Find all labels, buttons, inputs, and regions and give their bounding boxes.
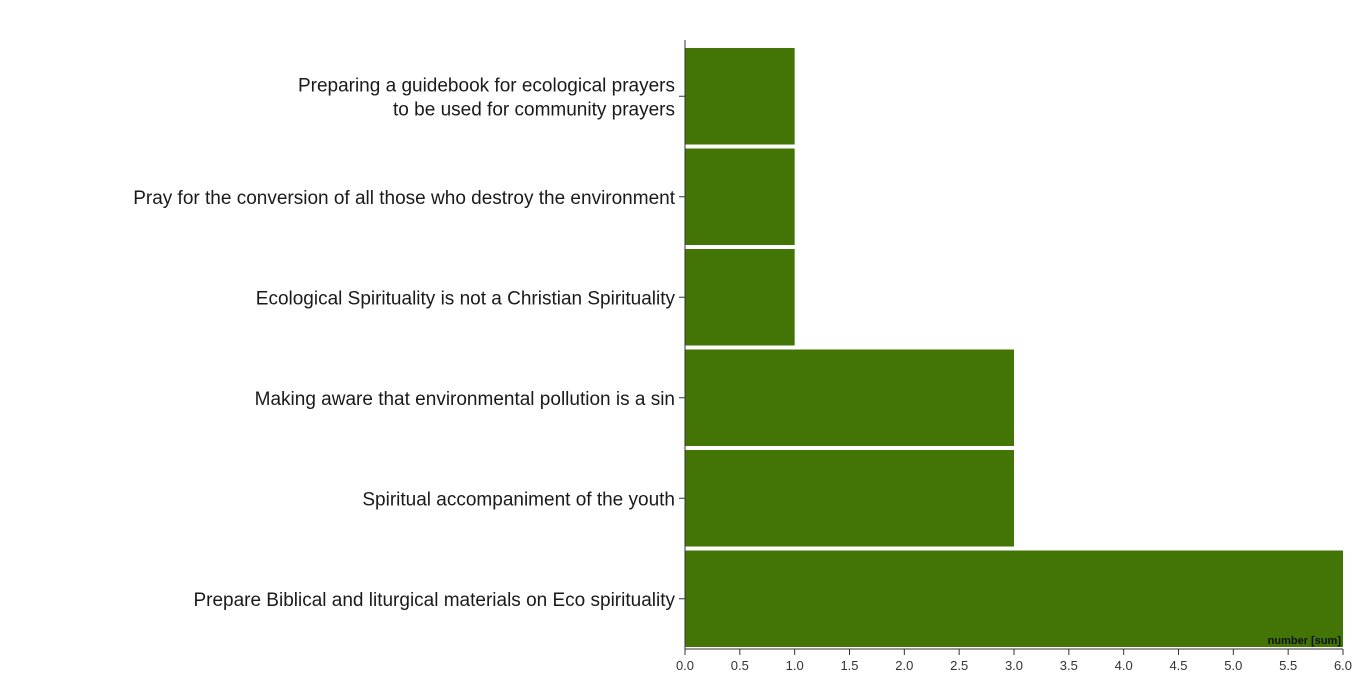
category-label: Spiritual accompaniment of the youth [362, 489, 675, 510]
x-tick-label: 4.5 [1169, 658, 1187, 673]
category-label: Ecological Spirituality is not a Christi… [256, 288, 676, 309]
category-label: to be used for community prayers [393, 99, 675, 120]
bar [685, 148, 795, 245]
category-label: Pray for the conversion of all those who… [133, 188, 676, 209]
x-tick-label: 5.0 [1224, 658, 1242, 673]
bar [685, 349, 1014, 446]
x-tick-label: 2.0 [895, 658, 913, 673]
bar [685, 249, 795, 346]
y-axis: Preparing a guidebook for ecological pra… [133, 40, 686, 649]
x-axis: 0.0 0.5 1.0 1.5 2.0 2.5 3.0 3.5 4.0 4.5 5.0 5.5 6.0 [676, 648, 1352, 673]
x-tick-label: 3.0 [1005, 658, 1023, 673]
bar [685, 48, 795, 145]
bars-group [685, 48, 1343, 647]
x-tick-label: 0.0 [676, 658, 694, 673]
category-label: Preparing a guidebook for ecological pra… [298, 75, 675, 96]
x-tick-label: 2.5 [950, 658, 968, 673]
category-label: Prepare Biblical and liturgical material… [193, 590, 675, 611]
bar [685, 550, 1343, 647]
category-label: Making aware that environmental pollutio… [255, 389, 675, 410]
x-tick-label: 0.5 [731, 658, 749, 673]
x-tick-label: 4.0 [1115, 658, 1133, 673]
x-axis-title: number [sum] [1268, 635, 1342, 647]
x-tick-label: 1.5 [840, 658, 858, 673]
x-tick-label: 1.0 [786, 658, 804, 673]
x-tick-label: 3.5 [1060, 658, 1078, 673]
bar [685, 450, 1014, 547]
x-tick-label: 5.5 [1279, 658, 1297, 673]
x-tick-label: 6.0 [1334, 658, 1352, 673]
